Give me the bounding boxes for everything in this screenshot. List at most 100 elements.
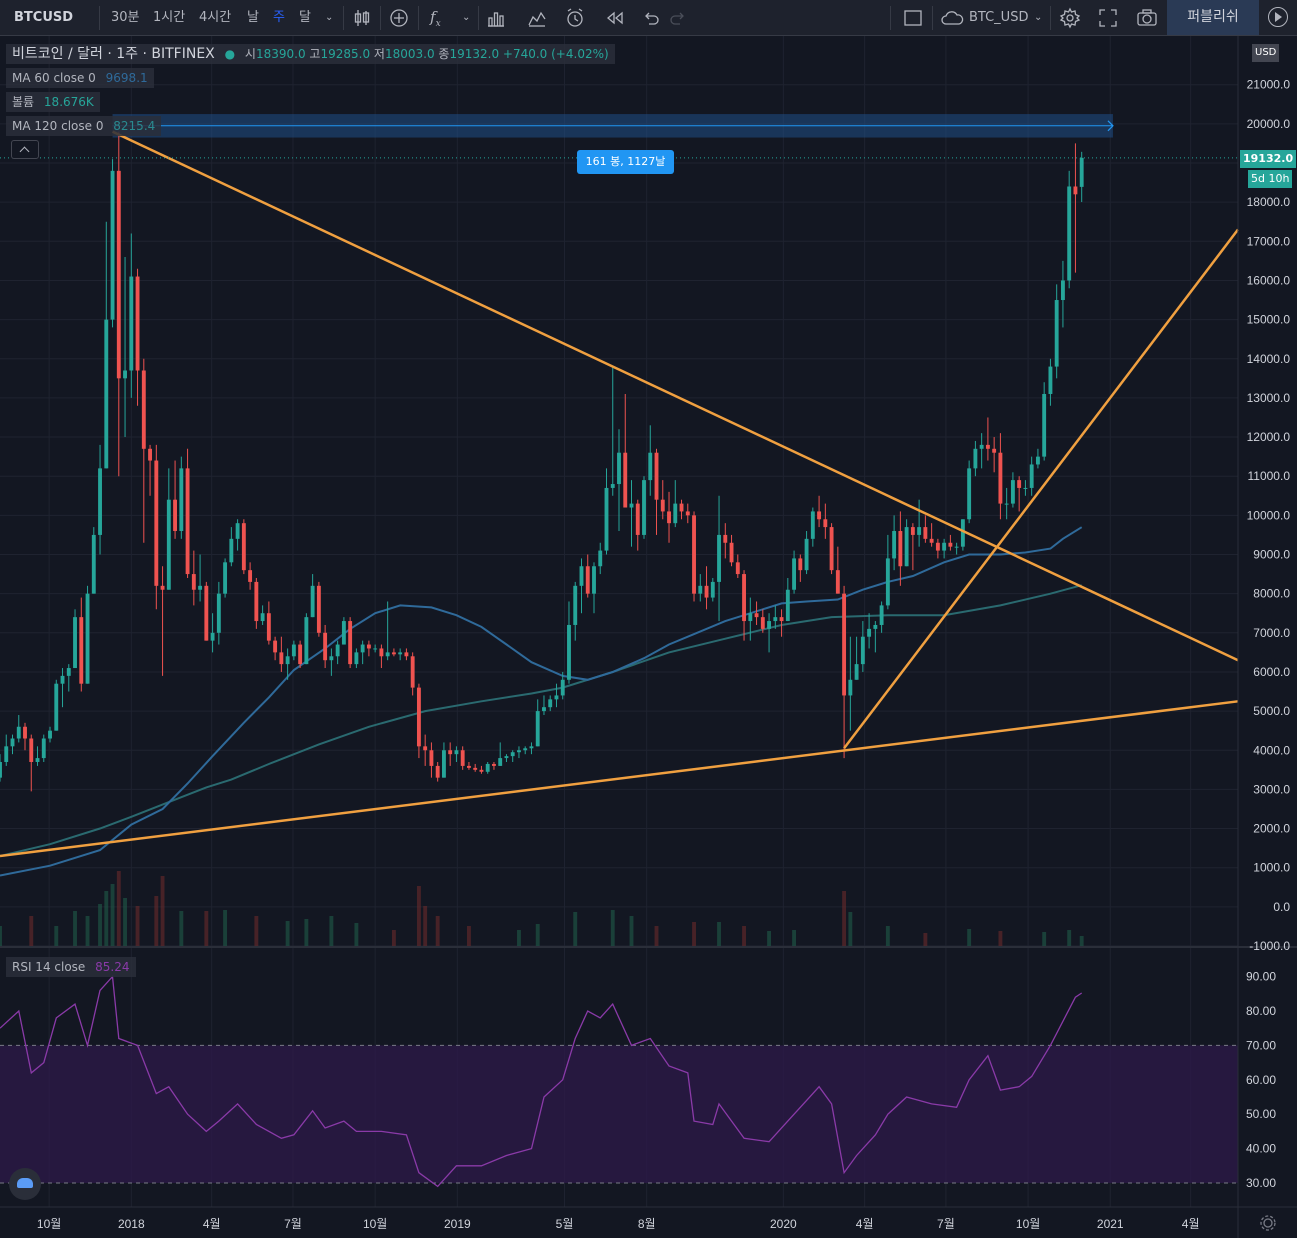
redo-icon[interactable] [668, 9, 688, 44]
candle-body [967, 468, 972, 520]
volume-bar [742, 926, 746, 946]
price-tick-label: 8000.0 [1253, 587, 1290, 601]
candle-body [416, 687, 421, 747]
top-toolbar: BTCUSD 30분 1시간 4시간 날 주 달 ⌄ fx ⌄ BTC_USD … [0, 0, 1297, 36]
alert-clock-icon[interactable] [564, 7, 586, 42]
saved-layout-name[interactable]: BTC_USD [969, 10, 1029, 25]
interval-1m[interactable]: 달 [299, 10, 311, 25]
volume-bar [629, 916, 634, 946]
symbol-search[interactable]: BTCUSD [14, 10, 74, 25]
candle-body [104, 319, 109, 469]
candle-body [604, 487, 609, 551]
price-scale[interactable]: -1000.0 0.0 1000.0 2000.0 3000.0 4000.0 5000.0… [1247, 78, 1291, 953]
volume-bar [842, 891, 847, 946]
interval-1h[interactable]: 1시간 [153, 10, 186, 25]
candle-body [879, 605, 884, 625]
candle-body [985, 444, 990, 449]
play-icon[interactable] [1268, 7, 1288, 27]
price-tick-label: 18000.0 [1247, 195, 1291, 209]
candle-body [298, 644, 303, 665]
volume-bar [285, 921, 290, 946]
interval-30m[interactable]: 30분 [111, 10, 140, 25]
candle-body [141, 370, 146, 449]
candle-body [454, 750, 459, 755]
candle-body [948, 542, 953, 547]
candle-body [1004, 503, 1009, 505]
indicators-chevron-icon[interactable]: ⌄ [462, 12, 471, 23]
candle-body [341, 621, 346, 645]
ma120-legend[interactable]: MA 120 close 0 8215.4 [6, 116, 162, 136]
volume-bar [998, 931, 1003, 946]
candle-body [567, 624, 571, 680]
candle-body [179, 468, 184, 532]
undo-icon[interactable] [641, 9, 661, 44]
candle-body [954, 546, 959, 548]
rsi-tick-label: 90.00 [1246, 970, 1276, 984]
candle-body [773, 617, 778, 622]
candle-body [942, 542, 947, 551]
candle-body [16, 726, 21, 739]
ma60-legend-value: 9698.1 [105, 71, 148, 85]
price-tick-label: 7000.0 [1253, 626, 1290, 640]
candle-body [185, 468, 190, 575]
tradingview-logo-icon[interactable] [9, 1168, 41, 1200]
candle-body [110, 170, 115, 320]
candle-style-icon[interactable] [352, 8, 372, 43]
symbol-legend[interactable]: 비트코인 / 달러 · 1주 · BITFINEX ● 시18390.0 고19… [6, 44, 615, 64]
time-tick-label: 5월 [556, 1217, 574, 1231]
time-tick-label: 2018 [118, 1217, 145, 1231]
interval-1w[interactable]: 주 [273, 10, 285, 25]
candle-body [410, 656, 415, 688]
candle-body [41, 738, 46, 759]
date-range-label: 161 봉, 1127날 [577, 150, 674, 174]
interval-dropdown-chevron-icon[interactable]: ⌄ [325, 12, 334, 23]
snapshot-camera-icon[interactable] [1136, 8, 1158, 43]
candle-body [1035, 456, 1040, 465]
candle-body [1029, 464, 1034, 488]
rsi-legend[interactable]: RSI 14 close 85.24 [6, 957, 136, 977]
rsi-scale[interactable]: 30.00 40.00 50.00 60.00 70.00 80.00 90.00 [1246, 970, 1276, 1190]
candle-body [379, 648, 384, 657]
settings-gear-icon[interactable] [1059, 7, 1081, 42]
interval-4h[interactable]: 4시간 [199, 10, 232, 25]
candle-body [1073, 186, 1078, 195]
ma60-legend[interactable]: MA 60 close 0 9698.1 [6, 68, 154, 88]
candle-body [29, 738, 34, 762]
candle-body [698, 585, 703, 594]
candle-body [610, 484, 615, 488]
layout-chevron-icon[interactable]: ⌄ [1034, 12, 1043, 23]
price-tick-label: -1000.0 [1249, 939, 1290, 953]
candle-body [304, 617, 309, 665]
candle-body [354, 652, 359, 665]
fullscreen-icon[interactable] [1098, 8, 1118, 43]
candle-body [129, 276, 134, 371]
candle-body [398, 652, 403, 655]
candle-body [742, 574, 746, 622]
currency-label[interactable]: USD [1252, 44, 1280, 62]
financials-bars-icon[interactable] [486, 8, 506, 43]
ohlc-close: 19132.0 [449, 47, 500, 61]
legend-collapse-button[interactable] [11, 140, 39, 159]
publish-button[interactable]: 퍼블리쉬 [1167, 0, 1259, 35]
candle-body [385, 652, 390, 657]
volume-legend[interactable]: 볼륨 18.676K [6, 92, 100, 112]
candle-body [910, 527, 915, 535]
replay-icon[interactable] [605, 9, 625, 44]
time-scale[interactable]: 10월 2018 4월 7월 10월 2019 5월 8월 2020 4월 7월 10월 2021 4월 [37, 1217, 1200, 1231]
candle-body [191, 574, 196, 590]
candle-body [998, 452, 1003, 504]
price-tick-label: 13000.0 [1247, 391, 1291, 405]
cloud-icon[interactable] [940, 10, 964, 45]
interval-1d[interactable]: 날 [247, 10, 259, 25]
indicators-fx-icon[interactable]: fx [430, 8, 441, 29]
candle-body [1060, 280, 1065, 301]
chart-canvas[interactable]: -1000.0 0.0 1000.0 2000.0 3000.0 4000.0 5000.0… [0, 36, 1297, 1238]
time-axis-settings-gear-icon[interactable] [1260, 1215, 1276, 1231]
time-tick-label: 10월 [363, 1217, 387, 1231]
templates-icon[interactable] [527, 8, 547, 43]
trendline-drawings[interactable] [0, 130, 1239, 858]
layout-square-icon[interactable] [903, 9, 923, 44]
compare-add-icon[interactable] [389, 8, 409, 43]
volume-bar [435, 916, 440, 946]
time-tick-label: 4월 [1182, 1217, 1200, 1231]
